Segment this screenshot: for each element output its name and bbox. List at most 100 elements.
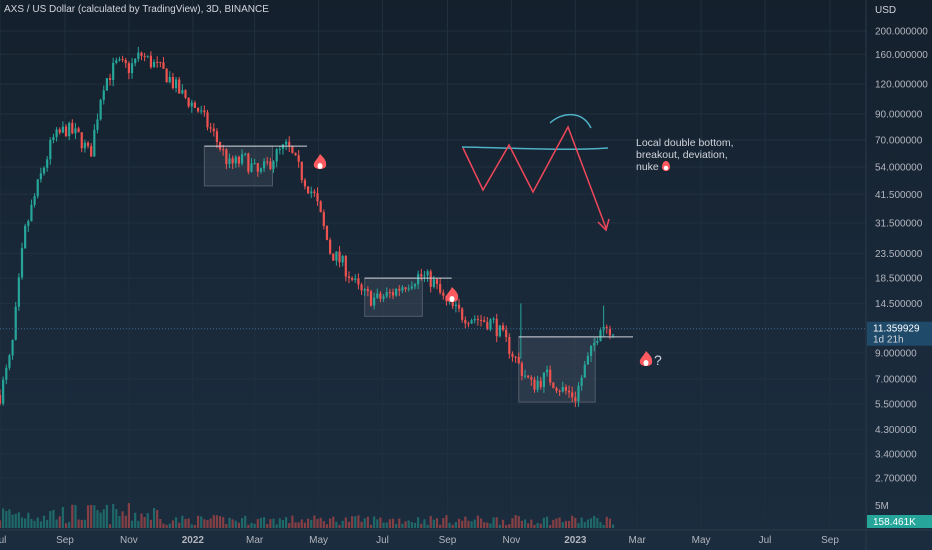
volume-bar: [127, 503, 131, 528]
candle-body: [310, 191, 313, 194]
volume-bar: [231, 519, 234, 528]
candle-body: [451, 300, 454, 307]
y-tick-label: 90.000000: [875, 109, 923, 120]
y-tick-label: 54.000000: [875, 162, 923, 173]
volume-bar: [8, 509, 11, 528]
candle-body: [536, 380, 539, 390]
volume-bar: [495, 517, 498, 528]
volume-bar: [451, 524, 454, 528]
price-badge-value: 11.359929: [873, 324, 920, 335]
candle-body: [580, 377, 583, 386]
volume-bar: [253, 523, 256, 528]
candle-body: [341, 256, 344, 263]
volume-bar: [511, 518, 514, 528]
candle-body: [234, 156, 237, 164]
volume-bar: [473, 519, 476, 528]
volume-bar: [549, 524, 552, 528]
volume-bar: [316, 518, 319, 528]
volume-bar: [297, 522, 300, 528]
candle-body: [319, 201, 322, 213]
volume-bar: [174, 517, 178, 528]
volume-bar: [338, 524, 341, 528]
volume-bar: [523, 519, 527, 528]
candle-body: [508, 336, 511, 354]
volume-bar: [332, 516, 335, 528]
candle-body: [429, 271, 432, 287]
candle-body: [278, 148, 281, 150]
consolidation-box: [364, 277, 423, 317]
candle-body: [407, 288, 410, 290]
candle-body: [212, 128, 215, 132]
candle-body: [275, 149, 278, 162]
x-tick-label: Sep: [821, 535, 839, 546]
candle-body: [530, 377, 533, 380]
chart-title: AXS / US Dollar (calculated by TradingVi…: [4, 4, 269, 15]
volume-axis-label: 5M: [875, 501, 889, 512]
candle-body: [432, 279, 435, 287]
volume-bar: [596, 518, 599, 528]
volume-bar: [310, 519, 313, 528]
volume-bar: [115, 508, 118, 528]
candle-body: [80, 132, 83, 149]
candle-body: [300, 161, 303, 181]
volume-bar: [454, 521, 457, 528]
candle-body: [574, 397, 577, 402]
candle-body: [237, 156, 241, 164]
volume-bar: [426, 524, 429, 528]
candle-body: [256, 163, 259, 172]
volume-bar: [608, 518, 612, 528]
x-tick-label: May: [692, 535, 711, 546]
volume-bar: [413, 523, 417, 528]
volume-bar: [329, 518, 332, 528]
volume-bar: [171, 520, 175, 528]
candle-body: [571, 392, 574, 398]
candle-body: [96, 119, 99, 130]
candle-body: [0, 394, 2, 404]
volume-bar: [501, 519, 505, 528]
candle-body: [231, 158, 234, 164]
volume-badge: [867, 515, 932, 528]
volume-bar: [247, 524, 250, 528]
consolidation-box: [518, 336, 596, 403]
candle-body: [388, 292, 391, 294]
sketch-deviation-arc: [549, 113, 592, 129]
volume-bar: [0, 520, 2, 528]
volume-bar: [193, 524, 197, 528]
volume-bar: [366, 516, 369, 528]
candle-body: [247, 153, 250, 172]
volume-bar: [112, 504, 115, 528]
volume-bar: [542, 517, 546, 528]
candle-body: [539, 380, 542, 388]
volume-bar: [5, 511, 8, 528]
volume-bar: [514, 515, 517, 528]
price-badge-countdown: 1d 21h: [873, 335, 904, 346]
consolidation-box: [203, 145, 273, 187]
candle-body: [105, 78, 108, 91]
volume-bar: [395, 523, 398, 528]
candle-body: [583, 364, 586, 378]
candle-body: [420, 274, 423, 277]
candle-body: [558, 390, 561, 392]
y-tick-label: 9.000000: [875, 348, 917, 359]
volume-bar: [322, 521, 325, 528]
candle-body: [464, 319, 467, 324]
volume-bar: [605, 516, 608, 528]
x-tick-label: Nov: [503, 535, 521, 546]
question-mark: ?: [654, 352, 662, 368]
volume-bar: [476, 515, 479, 528]
volume-bar: [77, 519, 80, 528]
volume-bar: [184, 518, 187, 528]
volume-bar: [93, 505, 96, 528]
volume-bar: [439, 524, 442, 528]
volume-bar: [96, 510, 99, 528]
candle-body: [240, 154, 244, 164]
candle-body: [511, 353, 514, 357]
fire-icon-core: [643, 360, 649, 366]
candle-body: [209, 127, 212, 129]
candle-body: [313, 191, 316, 194]
candle-body: [11, 339, 14, 356]
candle-body: [253, 163, 256, 165]
candle-body: [8, 355, 11, 368]
candle-body: [467, 323, 470, 325]
